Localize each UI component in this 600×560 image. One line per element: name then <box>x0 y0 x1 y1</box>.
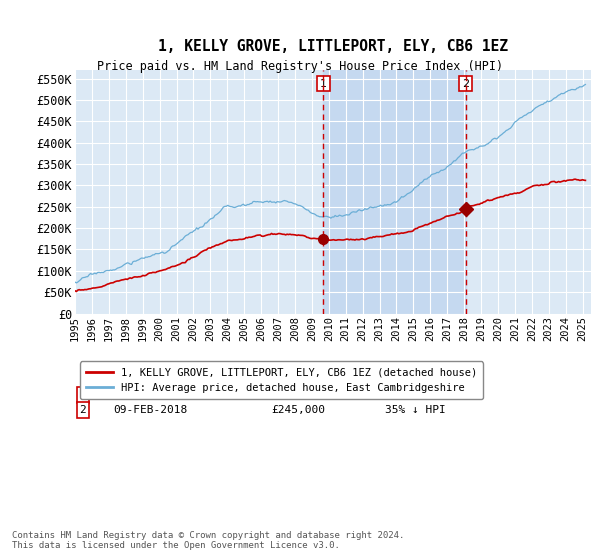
Text: 2: 2 <box>462 78 469 88</box>
Text: 2: 2 <box>79 405 86 415</box>
Text: Price paid vs. HM Land Registry's House Price Index (HPI): Price paid vs. HM Land Registry's House … <box>97 60 503 73</box>
Text: 23% ↓ HPI: 23% ↓ HPI <box>385 390 445 400</box>
Title: 1, KELLY GROVE, LITTLEPORT, ELY, CB6 1EZ: 1, KELLY GROVE, LITTLEPORT, ELY, CB6 1EZ <box>158 39 508 54</box>
Text: £175,000: £175,000 <box>271 390 325 400</box>
Text: Contains HM Land Registry data © Crown copyright and database right 2024.
This d: Contains HM Land Registry data © Crown c… <box>12 530 404 550</box>
Legend: 1, KELLY GROVE, LITTLEPORT, ELY, CB6 1EZ (detached house), HPI: Average price, d: 1, KELLY GROVE, LITTLEPORT, ELY, CB6 1EZ… <box>80 361 484 399</box>
Text: £245,000: £245,000 <box>271 405 325 415</box>
Bar <box>323 70 466 314</box>
Text: 1: 1 <box>320 78 327 88</box>
Text: 09-FEB-2018: 09-FEB-2018 <box>114 405 188 415</box>
Text: 1: 1 <box>79 390 86 400</box>
Text: 06-SEP-2009: 06-SEP-2009 <box>114 390 188 400</box>
Text: 35% ↓ HPI: 35% ↓ HPI <box>385 405 445 415</box>
